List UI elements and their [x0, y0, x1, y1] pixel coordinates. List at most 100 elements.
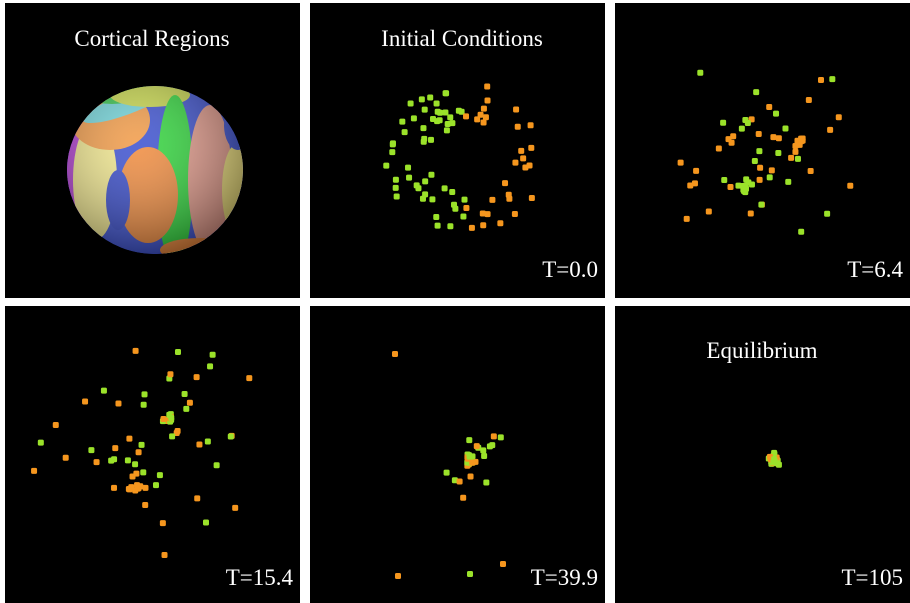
particle — [757, 165, 763, 171]
particle — [728, 184, 734, 190]
particle — [142, 391, 148, 397]
particle — [513, 106, 519, 112]
particle — [175, 428, 181, 434]
particle — [785, 179, 791, 185]
particle — [518, 148, 524, 154]
particle — [462, 197, 468, 203]
particle — [460, 213, 466, 219]
particle — [463, 205, 469, 211]
particle — [411, 115, 417, 121]
particle — [210, 352, 216, 358]
particle — [443, 90, 449, 96]
particle — [128, 484, 134, 490]
particle — [246, 375, 252, 381]
particle — [207, 363, 213, 369]
particle — [437, 117, 443, 123]
particle — [463, 113, 469, 119]
particle — [756, 148, 762, 154]
particle — [678, 160, 684, 166]
particle — [444, 470, 450, 476]
panel-title: Equilibrium — [706, 338, 817, 363]
particle — [742, 117, 748, 123]
particle — [447, 223, 453, 229]
particle — [390, 140, 396, 146]
particle — [697, 70, 703, 76]
particle — [449, 189, 455, 195]
particle — [88, 447, 94, 453]
particle — [469, 225, 475, 231]
particle — [758, 202, 764, 208]
particle — [491, 433, 497, 439]
particle — [140, 469, 146, 475]
particle — [437, 110, 443, 116]
particle — [112, 445, 118, 451]
particle — [392, 351, 398, 357]
particle — [419, 96, 425, 102]
particle — [38, 440, 44, 446]
particle — [527, 162, 533, 168]
particle — [808, 168, 814, 174]
particle — [194, 374, 200, 380]
particle — [528, 122, 534, 128]
particle — [489, 442, 495, 448]
particle — [406, 175, 412, 181]
particle — [478, 112, 484, 118]
particle — [481, 453, 487, 459]
particle — [484, 84, 490, 90]
particle — [232, 505, 238, 511]
particle — [402, 129, 408, 135]
particle — [434, 100, 440, 106]
particle — [383, 163, 389, 169]
particle — [94, 459, 100, 465]
particle — [757, 177, 763, 183]
particle — [829, 76, 835, 82]
particle — [483, 480, 489, 486]
particle — [175, 349, 181, 355]
particle — [730, 133, 736, 139]
particle — [126, 436, 132, 442]
particle — [108, 458, 114, 464]
particle — [389, 149, 395, 155]
particle — [483, 114, 489, 120]
particle — [228, 434, 234, 440]
particle — [136, 485, 142, 491]
particle — [111, 485, 117, 491]
particle — [451, 202, 457, 208]
particle — [474, 443, 480, 449]
particle — [798, 229, 804, 235]
particle — [706, 209, 712, 215]
particle — [782, 126, 788, 132]
particle — [692, 180, 698, 186]
panel-title: Initial Conditions — [381, 26, 543, 51]
particle — [720, 120, 726, 126]
particle — [824, 211, 830, 217]
particle — [481, 106, 487, 112]
particle — [167, 371, 173, 377]
particle — [497, 220, 503, 226]
particle — [168, 415, 174, 421]
particle — [457, 478, 463, 484]
particle — [136, 449, 142, 455]
particle — [716, 145, 722, 151]
particle — [485, 211, 491, 217]
particle — [169, 433, 175, 439]
particle — [395, 573, 401, 579]
particle — [773, 111, 779, 117]
particle — [506, 196, 512, 202]
particle — [183, 406, 189, 412]
particle — [512, 211, 518, 217]
particle — [445, 121, 451, 127]
particle — [133, 348, 139, 354]
particle — [157, 472, 163, 478]
particle — [142, 502, 148, 508]
particle — [214, 462, 220, 468]
particle — [693, 168, 699, 174]
particle — [684, 216, 690, 222]
particle — [430, 116, 436, 122]
particle — [827, 127, 833, 133]
particle — [752, 158, 758, 164]
particle — [422, 178, 428, 184]
particle — [770, 134, 776, 140]
particle — [512, 160, 518, 166]
panel — [5, 306, 300, 603]
